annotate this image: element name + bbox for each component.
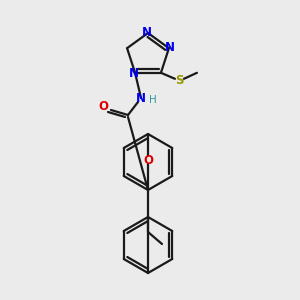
- Text: H: H: [149, 95, 157, 105]
- Text: N: N: [129, 67, 139, 80]
- Text: N: N: [136, 92, 146, 104]
- Text: S: S: [175, 74, 183, 87]
- Text: N: N: [165, 41, 175, 54]
- Text: O: O: [98, 100, 108, 112]
- Text: N: N: [142, 26, 152, 38]
- Text: O: O: [143, 154, 153, 166]
